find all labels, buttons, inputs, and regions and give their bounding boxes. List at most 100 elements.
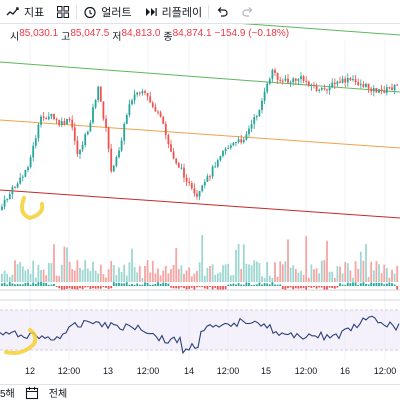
volume-bar (50, 263, 53, 282)
replay-button[interactable]: 리플레이 (138, 0, 208, 24)
layout-button[interactable] (50, 0, 76, 24)
oscillator-bar (3, 282, 6, 286)
oscillator-bar (68, 286, 71, 289)
volume-bar (136, 272, 139, 282)
oscillator-bar (73, 286, 76, 290)
volume-bar (138, 266, 141, 282)
oscillator-bar (271, 282, 274, 286)
candle-body (349, 78, 352, 80)
oscillator-bar (14, 284, 16, 286)
range-all-button[interactable]: 전체 (48, 389, 68, 400)
volume-bar (115, 275, 118, 282)
candle-body (365, 83, 367, 87)
volume-bar (393, 273, 396, 282)
candle-body (19, 177, 22, 184)
candle-body (123, 123, 126, 141)
candle-body (383, 90, 386, 93)
volume-bar (383, 264, 386, 282)
volume-bar (255, 261, 258, 282)
bottom-range-bar: 5해 전체 (0, 384, 400, 400)
oscillator-bar (99, 286, 102, 289)
volume-bar (396, 265, 399, 282)
candle-body (248, 128, 250, 135)
redo-button[interactable] (235, 0, 261, 24)
indicators-icon (6, 5, 20, 19)
time-axis-label: 12:00 (57, 366, 81, 376)
candle-body (97, 86, 100, 101)
volume-bar (341, 273, 344, 282)
trendline-red[interactable] (0, 189, 400, 219)
candle-body (42, 116, 45, 118)
volume-bar (107, 269, 110, 282)
oscillator-bar (393, 284, 396, 286)
oscillator-bar (201, 286, 204, 288)
candle-body (172, 151, 175, 159)
range-5d-button[interactable]: 5해 (0, 389, 15, 400)
volume-bar (201, 235, 204, 282)
oscillator-bar (214, 286, 217, 288)
trendline-green-mid[interactable] (0, 61, 400, 93)
volume-bar (97, 273, 100, 282)
volume-bar (214, 274, 217, 282)
volume-bar (362, 260, 365, 282)
oscillator-bar (333, 286, 336, 289)
oscillator-bar (229, 284, 232, 286)
open-label: 시 (10, 32, 20, 43)
candle-body (138, 92, 141, 94)
low-value: 84,813.0 (121, 28, 161, 39)
candle-body (206, 176, 209, 182)
highlight-annotation-top[interactable] (20, 196, 45, 221)
oscillator-bar (255, 284, 258, 286)
indicators-button[interactable]: 지표 (0, 0, 50, 24)
volume-bar (279, 261, 282, 282)
oscillator-bar (185, 286, 188, 290)
volume-bar (86, 268, 89, 282)
candle-body (53, 113, 55, 119)
candle-body (323, 88, 326, 90)
volume-bar (32, 260, 35, 282)
candle-body (346, 78, 349, 83)
candle-body (214, 166, 217, 168)
candle-body (34, 138, 37, 146)
oscillator-bar (47, 284, 50, 286)
oscillator-bar (346, 282, 349, 286)
candlestick-series[interactable] (1, 67, 399, 211)
alert-button[interactable]: 얼러트 (77, 0, 137, 24)
volume-bar (141, 277, 144, 282)
candle-body (159, 112, 162, 118)
candle-body (372, 88, 375, 92)
oscillator-bar (292, 286, 295, 290)
oscillator-bar (162, 282, 165, 286)
volume-bar (94, 270, 97, 282)
candle-body (141, 91, 144, 94)
candle-body (240, 139, 243, 143)
candle-body (396, 84, 399, 86)
calendar-icon[interactable] (25, 386, 39, 400)
volume-bar (216, 273, 219, 282)
candle-body (92, 107, 94, 123)
toolbar-divider (208, 4, 210, 19)
volume-bar (302, 274, 305, 282)
volume-bar (378, 264, 380, 282)
oscillator-bar (211, 286, 214, 290)
undo-button[interactable] (209, 0, 235, 24)
candle-body (375, 88, 378, 93)
oscillator-bar (19, 284, 22, 286)
volume-bar (391, 269, 393, 282)
time-axis[interactable]: 12 12:00 13 12:00 14 12:00 15 12:00 16 12:00 (0, 362, 400, 382)
candle-body (320, 88, 323, 90)
oscillator-bar (328, 286, 331, 288)
candle-body (391, 87, 393, 91)
volume-bar (339, 266, 341, 282)
oscillator-bar (94, 286, 97, 289)
volume-bar (58, 276, 61, 282)
change-value: −154.9 (−0.18%) (214, 28, 290, 39)
candle-body (50, 113, 53, 117)
oscillator-bar (37, 282, 40, 286)
volume-bar (105, 277, 107, 282)
candle-body (362, 84, 365, 87)
highlight-annotation-bottom[interactable] (4, 328, 38, 355)
oscillator-bar (222, 286, 224, 290)
oscillator-bar (359, 283, 362, 286)
